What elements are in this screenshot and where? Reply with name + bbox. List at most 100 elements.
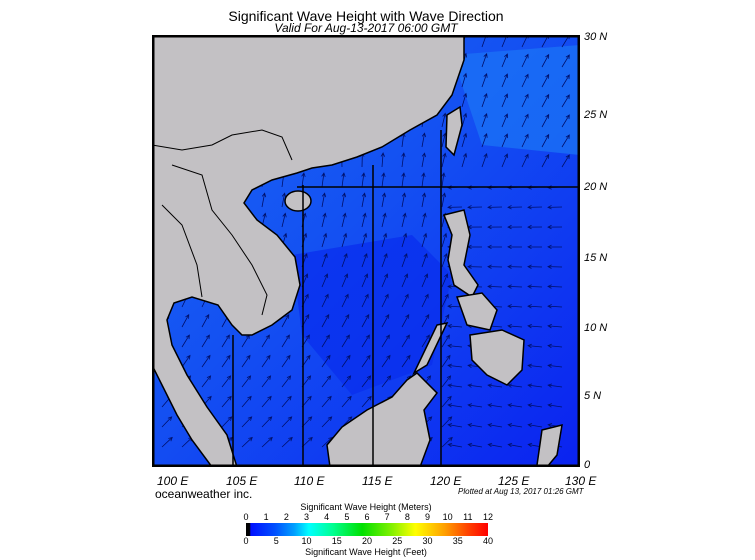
legend-meters-tick: 12	[482, 512, 494, 522]
wave-direction-arrow	[421, 293, 429, 308]
wave-direction-arrow	[481, 72, 488, 88]
wave-direction-arrow	[241, 395, 252, 408]
wave-direction-arrow	[527, 423, 543, 428]
wave-direction-arrow	[521, 53, 529, 68]
wave-direction-arrow	[321, 192, 327, 208]
legend-feet-tick: 20	[361, 536, 373, 546]
wave-direction-arrow	[361, 252, 368, 268]
wave-direction-arrow	[521, 113, 529, 128]
wave-direction-arrow	[441, 232, 448, 248]
wave-direction-arrow	[181, 354, 191, 368]
wave-direction-arrow	[441, 354, 451, 368]
land-borneo	[326, 372, 438, 467]
lat-label: 25 N	[584, 109, 608, 121]
wave-direction-arrow	[507, 205, 523, 210]
wave-direction-arrow	[361, 232, 368, 248]
wave-direction-arrow	[401, 192, 407, 208]
wave-direction-arrow	[321, 232, 328, 248]
credit-text: oceanweather inc.	[155, 487, 253, 501]
wave-direction-arrow	[421, 313, 430, 328]
wave-direction-arrow	[281, 313, 290, 328]
land-luzon	[442, 209, 479, 299]
wave-direction-arrow	[421, 132, 427, 148]
wave-direction-arrow	[281, 192, 287, 208]
wave-direction-arrow	[441, 416, 453, 428]
wave-direction-arrow	[321, 354, 331, 368]
wave-direction-arrow	[527, 224, 543, 230]
land-sulawesi	[536, 423, 563, 467]
wave-direction-arrow	[547, 403, 563, 408]
wave-direction-arrow	[221, 334, 230, 348]
legend-feet-tick: 30	[422, 536, 433, 546]
legend-meters-tick: 11	[463, 512, 473, 522]
lat-label: 5 N	[584, 390, 602, 402]
wave-direction-arrow	[380, 152, 385, 168]
wave-direction-arrow	[241, 416, 253, 428]
wave-direction-arrow	[467, 403, 483, 408]
legend-meters-tick: 10	[442, 512, 453, 522]
map-title: Significant Wave Height with Wave Direct…	[228, 8, 504, 24]
land-taiwan	[445, 105, 463, 157]
wave-direction-arrow	[507, 442, 523, 448]
map-frame	[152, 35, 580, 467]
wave-direction-arrow	[321, 273, 329, 288]
wave-direction-arrow	[341, 334, 350, 348]
wave-direction-arrow	[527, 205, 543, 210]
wave-direction-arrow	[321, 334, 330, 348]
wave-direction-arrow	[361, 293, 369, 308]
wave-direction-arrow	[447, 423, 463, 428]
wave-direction-arrow	[447, 323, 463, 329]
wave-direction-arrow	[341, 395, 352, 408]
wave-direction-arrow	[321, 252, 328, 268]
wave-direction-arrow	[321, 293, 329, 308]
wave-direction-arrow	[547, 323, 563, 329]
legend-meters-tick: 4	[324, 512, 330, 522]
wave-direction-arrow	[441, 152, 447, 168]
wave-direction-arrow	[441, 436, 453, 448]
wave-direction-arrow	[341, 313, 350, 328]
wave-direction-arrow	[521, 93, 529, 108]
wave-direction-arrow	[441, 192, 447, 208]
wave-direction-arrow	[541, 113, 550, 128]
legend-meters-tick: 1	[263, 512, 269, 522]
legend-feet-tick: 35	[452, 536, 463, 546]
wave-direction-arrow	[381, 172, 386, 188]
wave-direction-arrow	[487, 403, 503, 408]
wave-direction-arrow	[261, 375, 272, 388]
wave-direction-arrow	[541, 93, 550, 108]
lat-label: 10 N	[584, 322, 608, 334]
wave-direction-arrow	[501, 73, 509, 88]
wave-direction-arrow	[421, 334, 430, 348]
wave-direction-arrow	[381, 192, 387, 208]
wave-direction-arrow	[421, 152, 427, 168]
wave-direction-arrow	[381, 293, 389, 308]
wave-direction-arrow	[401, 212, 407, 228]
legend-meters-tick: 0	[243, 512, 249, 522]
wave-direction-arrow	[441, 334, 450, 348]
wave-direction-arrow	[561, 114, 570, 128]
legend-meters-tick: 9	[424, 512, 431, 522]
wave-direction-arrow	[481, 52, 488, 68]
wave-height-band	[292, 235, 452, 395]
wave-direction-arrow	[487, 284, 503, 289]
wave-direction-arrow	[501, 113, 509, 128]
wave-direction-arrow	[461, 92, 468, 108]
wave-direction-arrow	[201, 313, 210, 328]
wave-direction-arrow	[447, 363, 463, 368]
wave-direction-arrow	[161, 436, 173, 448]
wave-direction-arrow	[441, 395, 452, 408]
wave-direction-arrow	[401, 354, 411, 368]
wave-direction-arrow	[507, 304, 523, 309]
wave-direction-arrow	[281, 395, 292, 408]
wave-direction-arrow	[481, 152, 488, 168]
wave-direction-arrow	[201, 354, 211, 368]
wave-direction-arrow	[401, 152, 406, 168]
wave-direction-arrow	[361, 354, 371, 368]
wave-direction-arrow	[481, 92, 488, 108]
wave-direction-arrow	[341, 172, 346, 188]
legend-meters-tick: 8	[404, 512, 410, 522]
wave-direction-arrow	[561, 74, 570, 88]
wave-direction-arrow	[467, 442, 483, 448]
wave-direction-arrow	[547, 383, 563, 388]
wave-direction-arrow	[447, 383, 463, 388]
